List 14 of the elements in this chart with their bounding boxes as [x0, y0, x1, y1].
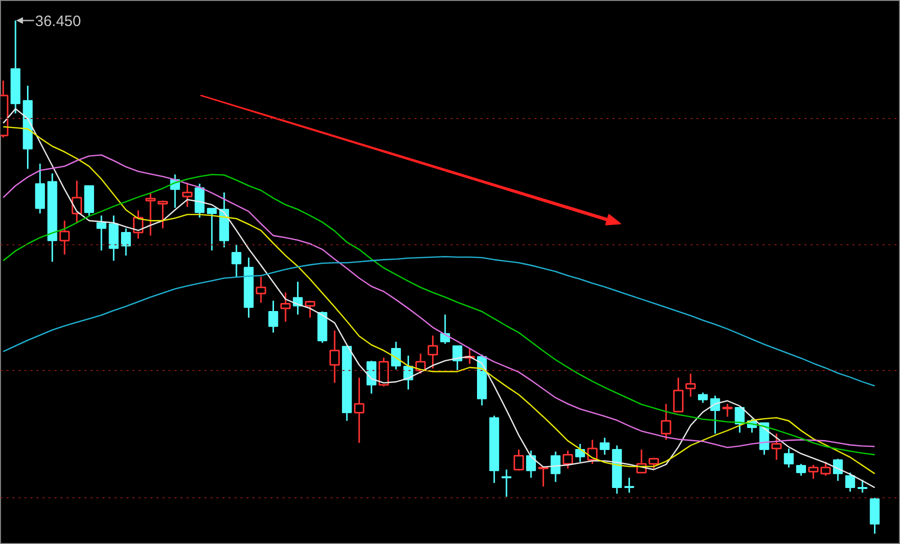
candlestick: [354, 376, 364, 444]
candlestick: [244, 256, 254, 318]
candlestick: [685, 372, 696, 398]
candlestick: [771, 432, 782, 461]
candlestick: [182, 182, 192, 208]
candlestick: [329, 330, 340, 384]
candlestick: [256, 276, 266, 304]
candlestick: [428, 334, 438, 370]
candlestick: [47, 172, 58, 262]
candlestick: [502, 468, 512, 498]
candlestick: [10, 20, 20, 114]
candlestick: [280, 292, 291, 323]
annotation: 36.450: [35, 13, 82, 30]
candlestick: [59, 220, 70, 256]
